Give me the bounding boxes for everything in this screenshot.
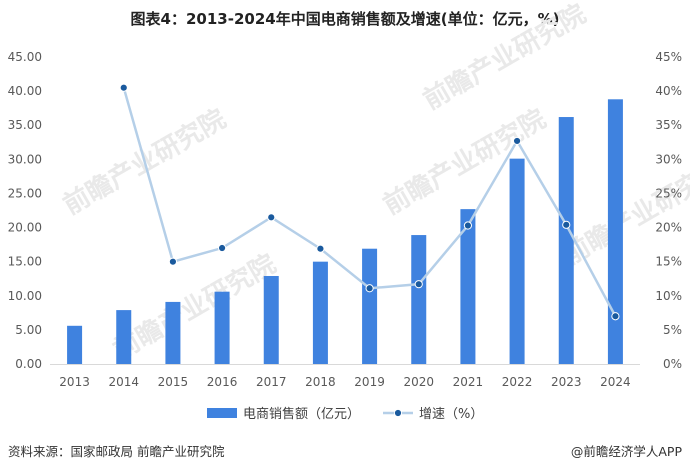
y-right-tick-label: 25% [655, 186, 682, 200]
growth-point-2015 [168, 257, 178, 266]
legend-bar-swatch [207, 408, 237, 418]
bar-2016 [214, 291, 230, 364]
y-left-tick-label: 5.00 [15, 323, 42, 337]
x-tick-label: 2022 [502, 375, 533, 389]
bar-2014 [116, 310, 132, 364]
y-right-tick-label: 40% [655, 84, 682, 98]
growth-point-2024 [611, 312, 620, 321]
growth-point-2023 [562, 220, 571, 229]
x-tick-label: 2013 [59, 375, 90, 389]
x-axis: 2013 2014 2015 2016 2017 2018 2019 2020 2021 2022… [50, 364, 640, 389]
bar-series [67, 99, 623, 364]
x-tick-label: 2020 [403, 375, 434, 389]
bar-2023 [558, 117, 574, 364]
x-tick-label: 2021 [453, 375, 484, 389]
growth-point-2018 [316, 244, 325, 253]
y-right-tick-label: 15% [655, 255, 682, 269]
growth-point-2022 [512, 136, 522, 146]
y-right-tick-label: 20% [655, 221, 682, 235]
growth-point-2014 [119, 83, 128, 92]
bar-2021 [460, 209, 476, 364]
x-tick-label: 2014 [108, 375, 139, 389]
y-right-tick-label: 45% [655, 50, 682, 64]
growth-line-series [119, 83, 620, 321]
watermark-text: 前瞻产业研究院 [108, 248, 281, 366]
y-axis-right: 0% 5% 10% 15% 20% 25% 30% 35% 40% 45% [655, 50, 682, 371]
watermark-text: 前瞻产业研究院 [558, 153, 690, 271]
watermark-text: 前瞻产业研究院 [418, 0, 591, 116]
footer-brand: @前瞻经济学人APP [570, 444, 682, 459]
growth-point-2016 [217, 243, 227, 253]
legend-bar-label: 电商销售额（亿元） [243, 406, 360, 422]
y-right-tick-label: 10% [655, 289, 682, 303]
y-right-tick-label: 5% [663, 323, 682, 337]
y-left-tick-label: 10.00 [8, 289, 42, 303]
legend: 电商销售额（亿元） 增速（%） [207, 406, 483, 422]
bar-2022 [509, 158, 525, 364]
x-tick-label: 2016 [207, 375, 238, 389]
x-tick-label: 2015 [158, 375, 189, 389]
growth-point-2019 [365, 284, 374, 293]
growth-point-2020 [414, 280, 423, 289]
bar-2013 [67, 325, 83, 364]
bar-2017 [263, 275, 279, 364]
x-tick-label: 2019 [354, 375, 385, 389]
footer-source: 资料来源：国家邮政局 前瞻产业研究院 [8, 444, 225, 459]
y-left-tick-label: 30.00 [8, 152, 42, 166]
bar-2020 [411, 235, 427, 364]
x-tick-label: 2023 [551, 375, 582, 389]
legend-line-label: 增速（%） [419, 407, 483, 422]
x-tick-label: 2018 [305, 375, 336, 389]
watermark-text: 前瞻产业研究院 [378, 103, 551, 221]
chart-title: 图表4：2013-2024年中国电商销售额及增速(单位：亿元，%) [130, 10, 560, 28]
bar-2024 [607, 99, 623, 364]
y-left-tick-label: 35.00 [8, 118, 42, 132]
y-left-tick-label: 45.00 [8, 50, 42, 64]
growth-point-2017 [267, 213, 276, 222]
bar-2018 [312, 261, 328, 364]
y-right-tick-label: 35% [655, 118, 682, 132]
y-left-tick-label: 40.00 [8, 84, 42, 98]
x-tick-label: 2024 [600, 375, 631, 389]
y-left-tick-label: 20.00 [8, 221, 42, 235]
y-axis-left: 0.00 5.00 10.00 15.00 20.00 25.00 30.00 35.00 40… [8, 50, 42, 371]
growth-point-2021 [463, 221, 473, 230]
y-left-tick-label: 0.00 [15, 357, 42, 371]
y-right-tick-label: 0% [663, 357, 682, 371]
bar-2019 [362, 248, 378, 364]
y-left-tick-label: 25.00 [8, 186, 42, 200]
x-tick-label: 2017 [256, 375, 287, 389]
bar-2015 [165, 301, 181, 364]
y-left-tick-label: 15.00 [8, 255, 42, 269]
legend-line-marker [393, 408, 403, 418]
y-right-tick-label: 30% [655, 152, 682, 166]
